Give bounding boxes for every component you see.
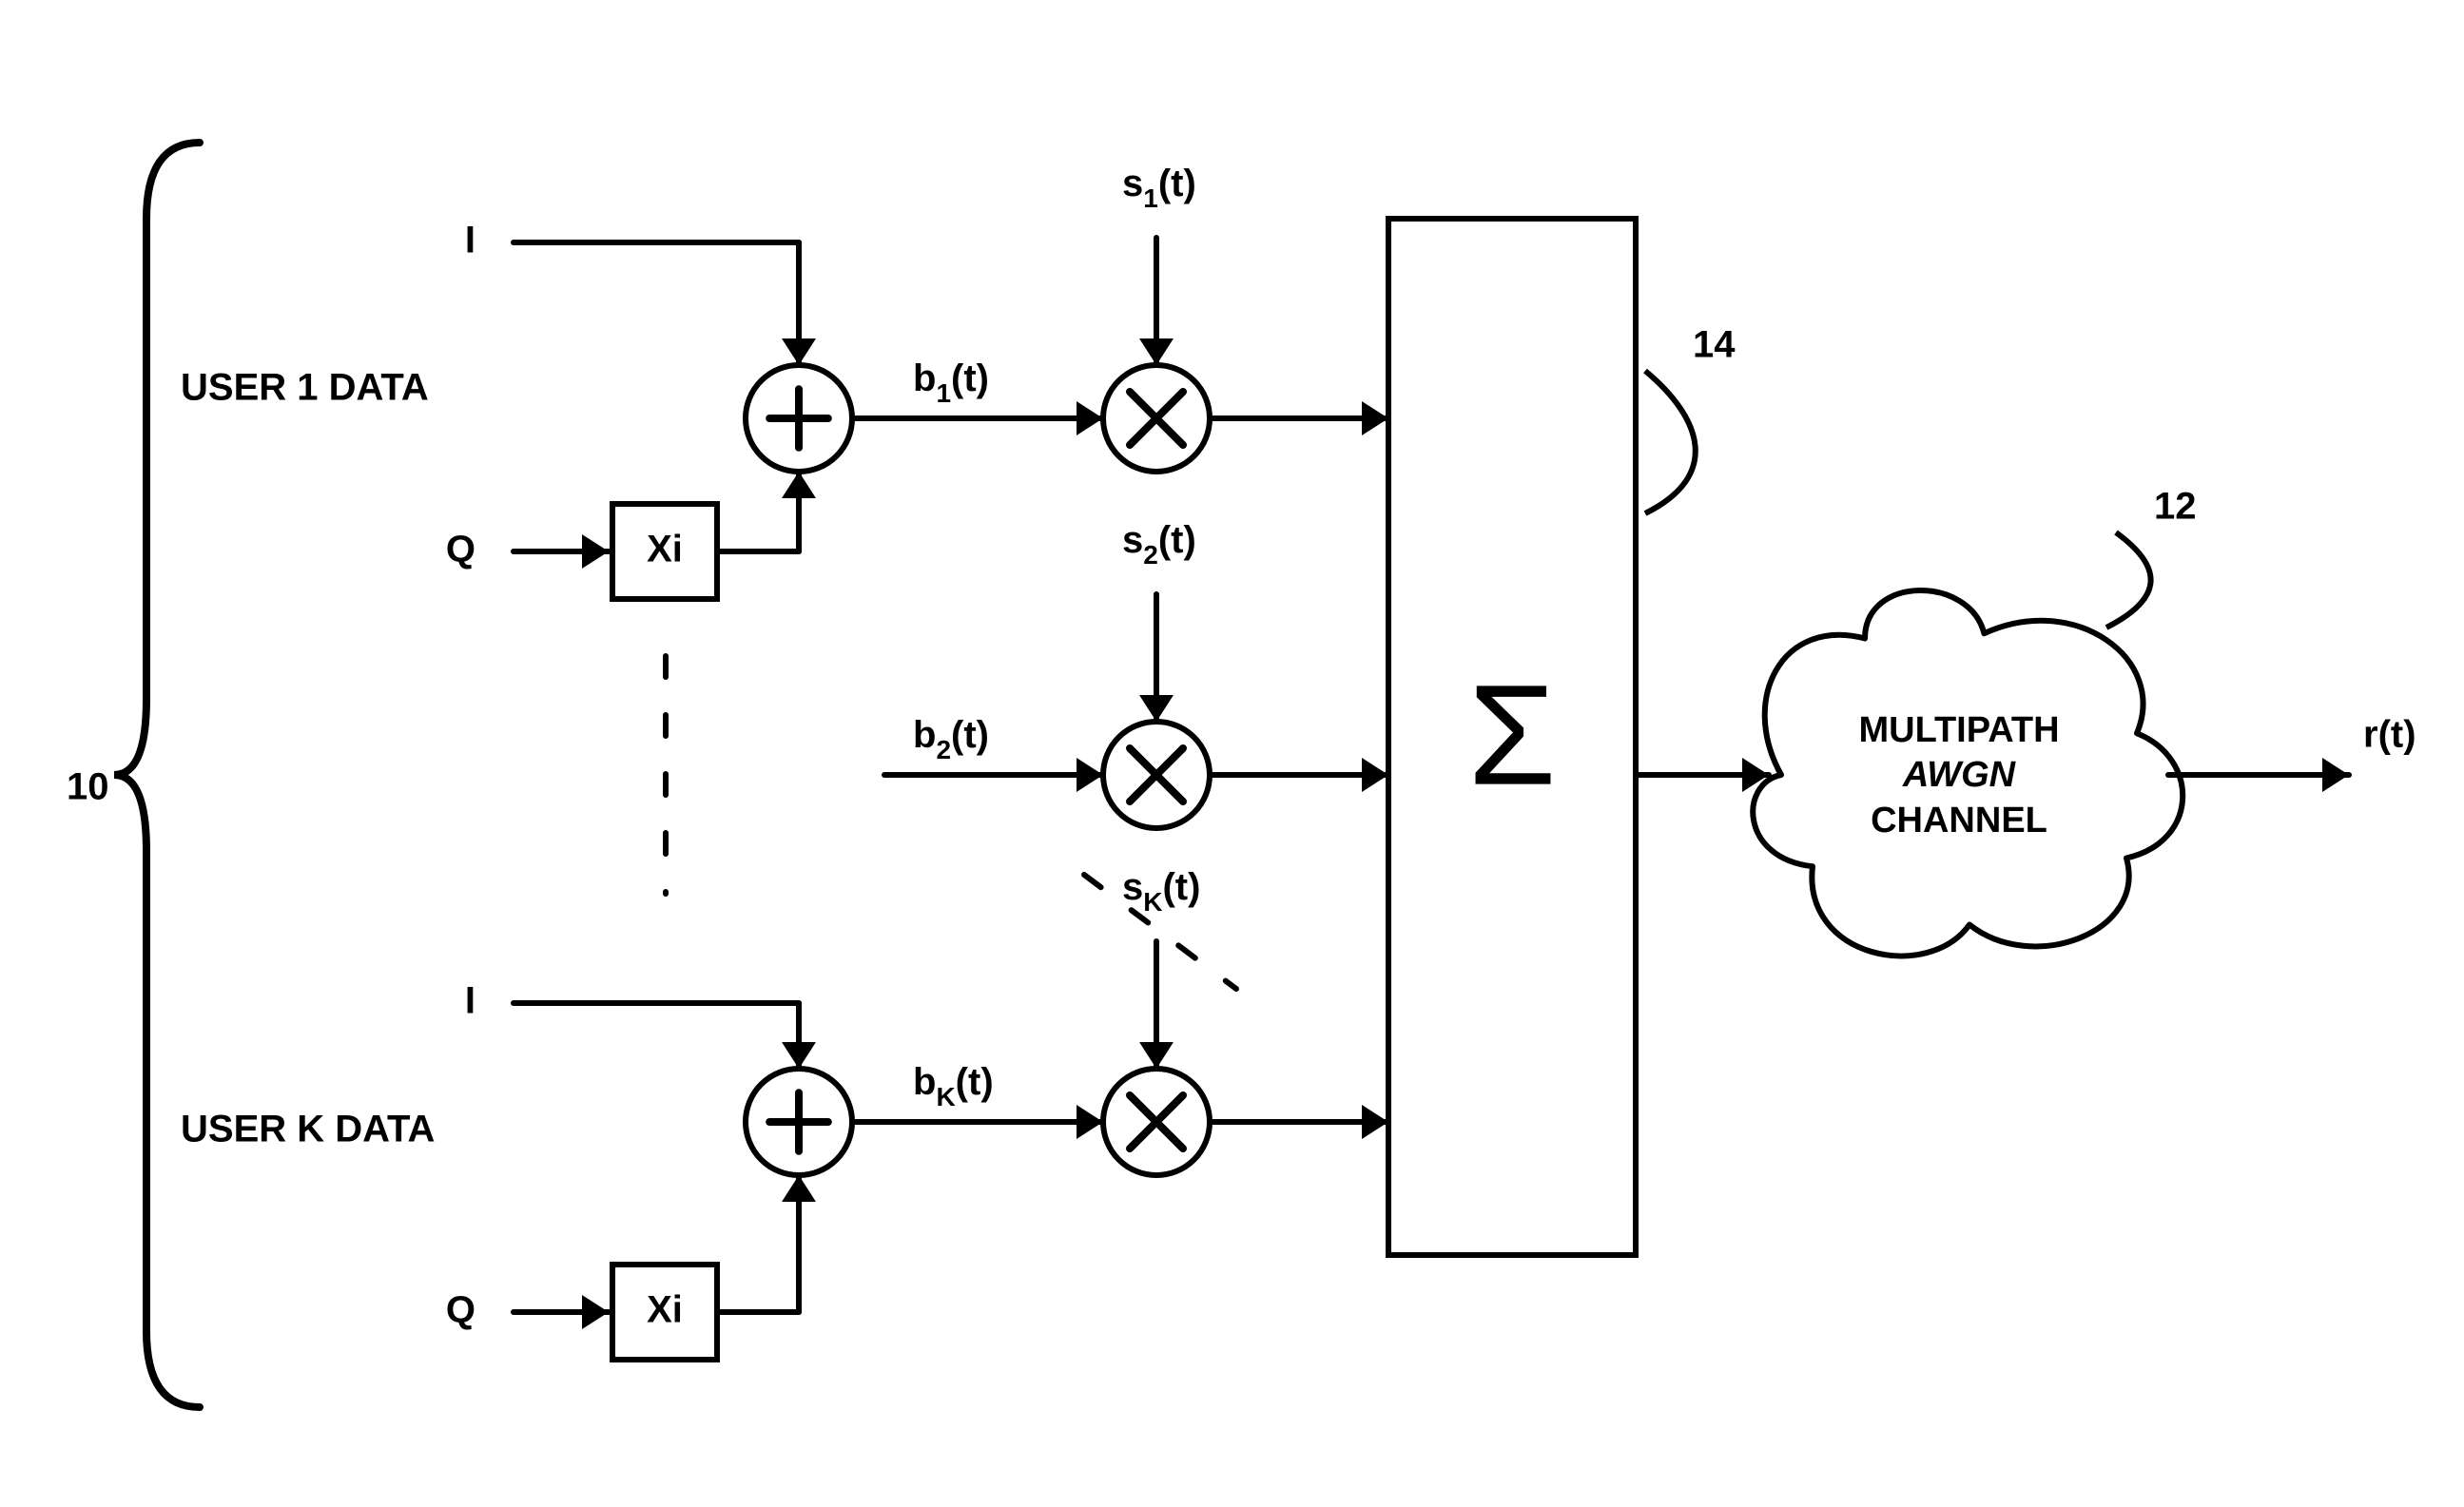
svg-text:USER K DATA: USER K DATA [181, 1109, 435, 1150]
svg-text:10: 10 [67, 766, 109, 808]
svg-text:Q: Q [446, 1289, 475, 1331]
svg-text:s1(t): s1(t) [1122, 163, 1196, 214]
svg-text:Q: Q [446, 529, 475, 570]
svg-text:12: 12 [2154, 486, 2197, 528]
svg-text:s2(t): s2(t) [1122, 519, 1196, 570]
svg-text:Xi: Xi [647, 1289, 683, 1331]
svg-text:Σ: Σ [1468, 655, 1557, 815]
svg-text:Xi: Xi [647, 529, 683, 570]
svg-text:I: I [465, 220, 475, 261]
svg-text:b2(t): b2(t) [913, 714, 989, 765]
svg-text:USER 1 DATA: USER 1 DATA [181, 367, 429, 409]
svg-text:r(t): r(t) [2363, 714, 2416, 756]
svg-text:b1(t): b1(t) [913, 357, 989, 409]
svg-text:AWGN: AWGN [1902, 755, 2017, 795]
svg-text:14: 14 [1693, 324, 1736, 366]
svg-text:I: I [465, 980, 475, 1022]
svg-text:MULTIPATH: MULTIPATH [1858, 710, 2059, 750]
svg-text:bK(t): bK(t) [913, 1061, 994, 1112]
svg-text:CHANNEL: CHANNEL [1871, 801, 2047, 840]
